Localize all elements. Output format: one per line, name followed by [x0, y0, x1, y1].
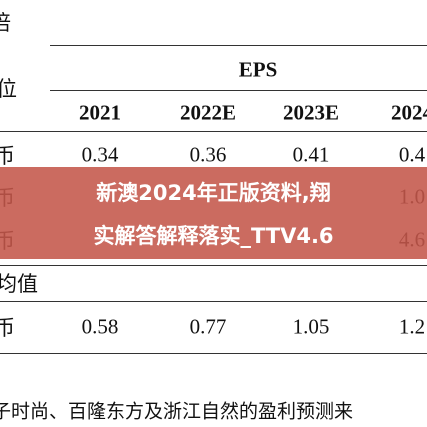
rule: [50, 45, 427, 46]
column-header: 2024: [391, 100, 427, 125]
cell: 1.2: [398, 314, 426, 339]
column-header: 2022E: [179, 100, 237, 125]
column-header: 2021: [79, 100, 121, 125]
row-label: 币: [0, 144, 15, 168]
cell: 0.4: [398, 142, 426, 167]
rule: [0, 265, 427, 266]
unit-label: 位: [0, 77, 17, 101]
banner: 新澳2024年正版资料,翔 实解答解释落实_TTV4.6: [0, 167, 427, 259]
rule: [0, 131, 427, 132]
rule: [0, 301, 427, 302]
column-header: 2023E: [282, 100, 340, 125]
cell: 0.36: [189, 142, 227, 167]
footer-note: 子时尚、百隆东方及浙江自然的盈利预测来: [0, 400, 354, 423]
cell: 0.77: [189, 314, 227, 339]
banner-line: 实解答解释落实_TTV4.6: [93, 224, 334, 248]
title: 倍: [0, 11, 11, 35]
group-label: EPS: [238, 57, 278, 82]
section-label: 均值: [0, 272, 38, 296]
cell: 0.41: [292, 142, 330, 167]
cell: 0.58: [81, 314, 119, 339]
cell: 1.05: [292, 314, 330, 339]
cell: 0.34: [81, 142, 119, 167]
rule: [50, 90, 427, 91]
banner-line: 新澳2024年正版资料,翔: [96, 181, 331, 205]
rule: [0, 353, 427, 354]
row-label: 币: [0, 316, 15, 340]
